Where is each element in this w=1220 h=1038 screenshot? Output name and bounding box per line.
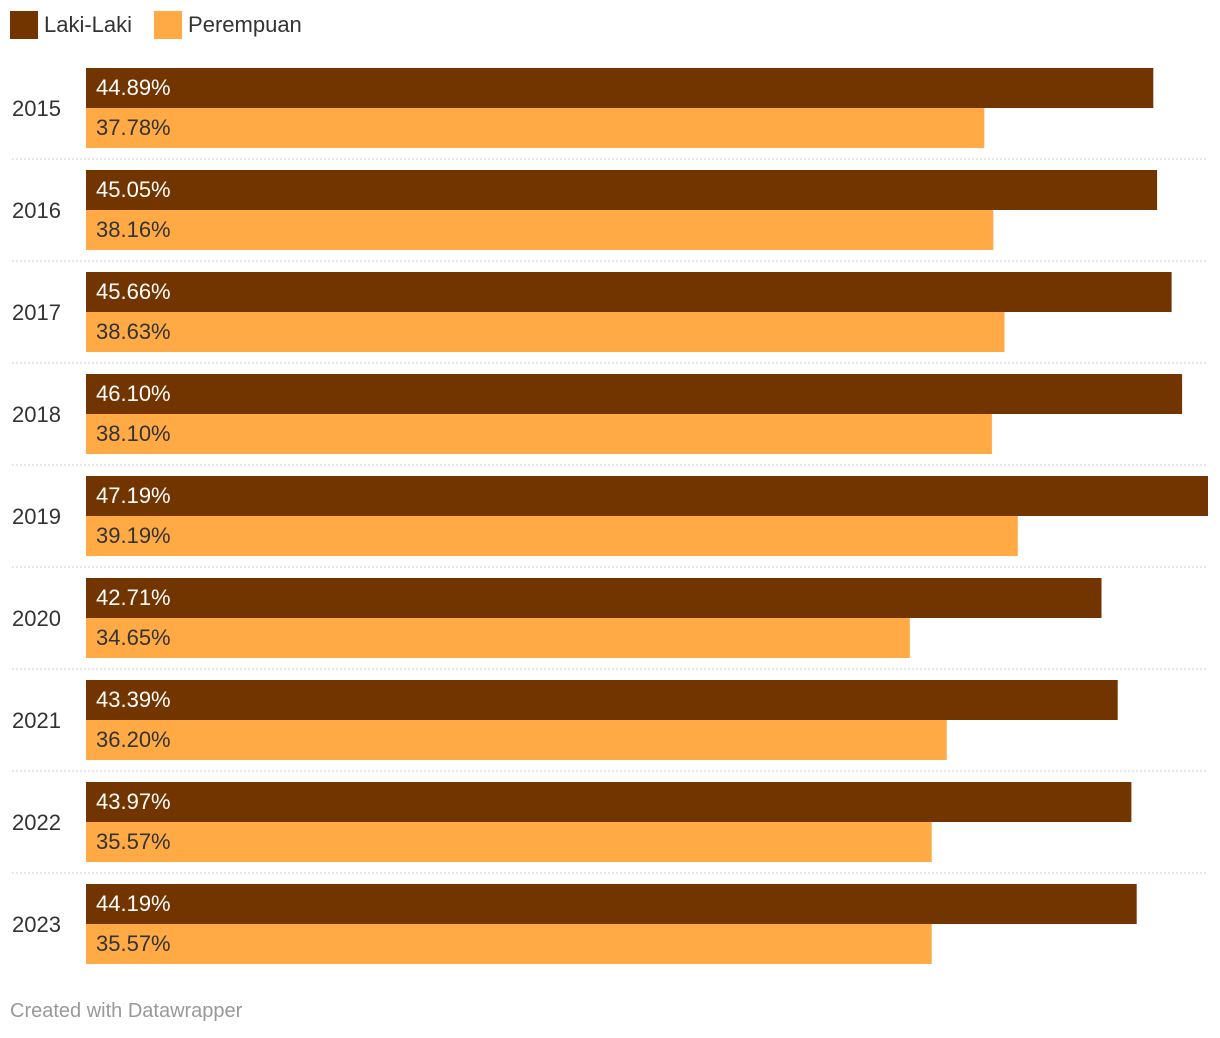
bar-perempuan-2021 [86, 720, 947, 760]
category-group-2015: 2015 44.89% 37.78% [12, 68, 1154, 148]
year-label-2018: 2018 [12, 402, 61, 427]
bar-laki-laki-2021 [86, 680, 1118, 720]
year-label-2019: 2019 [12, 504, 61, 529]
bar-laki-laki-2023 [86, 884, 1137, 924]
bar-label-perempuan-2019: 39.19% [96, 523, 171, 548]
bar-perempuan-2018 [86, 414, 992, 454]
bar-laki-laki-2018 [86, 374, 1183, 414]
bar-perempuan-2015 [86, 108, 985, 148]
category-group-2021: 2021 43.39% 36.20% [12, 680, 1118, 760]
category-group-2023: 2023 44.19% 35.57% [12, 884, 1137, 964]
bar-perempuan-2016 [86, 210, 994, 250]
bar-label-perempuan-2015: 37.78% [96, 115, 171, 140]
bar-laki-laki-2019 [86, 476, 1208, 516]
category-group-2020: 2020 42.71% 34.65% [12, 578, 1102, 658]
bar-label-perempuan-2022: 35.57% [96, 829, 171, 854]
bar-label-laki-laki-2019: 47.19% [96, 483, 171, 508]
year-label-2015: 2015 [12, 96, 61, 121]
bar-perempuan-2023 [86, 924, 932, 964]
footer-credit: Created with Datawrapper [10, 1000, 243, 1022]
bar-label-perempuan-2016: 38.16% [96, 217, 171, 242]
year-label-2017: 2017 [12, 300, 61, 325]
legend-swatch-laki-laki [10, 11, 38, 39]
bar-laki-laki-2016 [86, 170, 1158, 210]
bar-label-perempuan-2023: 35.57% [96, 931, 171, 956]
category-group-2016: 2016 45.05% 38.16% [12, 170, 1158, 250]
bar-label-laki-laki-2022: 43.97% [96, 789, 171, 814]
bar-perempuan-2022 [86, 822, 932, 862]
bar-perempuan-2020 [86, 618, 910, 658]
bar-label-perempuan-2021: 36.20% [96, 727, 171, 752]
bar-label-laki-laki-2020: 42.71% [96, 585, 171, 610]
legend-item-laki-laki: Laki-Laki [10, 11, 132, 39]
bar-label-laki-laki-2016: 45.05% [96, 177, 171, 202]
bar-label-perempuan-2020: 34.65% [96, 625, 171, 650]
bar-label-laki-laki-2018: 46.10% [96, 381, 171, 406]
category-group-2017: 2017 45.66% 38.63% [12, 272, 1172, 352]
category-group-2019: 2019 47.19% 39.19% [12, 476, 1208, 556]
year-label-2023: 2023 [12, 912, 61, 937]
legend-label-laki-laki: Laki-Laki [44, 12, 133, 37]
bar-laki-laki-2015 [86, 68, 1154, 108]
bar-label-perempuan-2017: 38.63% [96, 319, 171, 344]
bar-label-laki-laki-2021: 43.39% [96, 687, 171, 712]
bar-laki-laki-2022 [86, 782, 1132, 822]
bar-laki-laki-2017 [86, 272, 1172, 312]
legend-item-perempuan: Perempuan [154, 11, 302, 39]
category-group-2022: 2022 43.97% 35.57% [12, 782, 1132, 862]
legend-swatch-perempuan [154, 11, 183, 39]
bar-laki-laki-2020 [86, 578, 1102, 618]
category-group-2018: 2018 46.10% 38.10% [12, 374, 1183, 454]
bar-label-laki-laki-2023: 44.19% [96, 891, 171, 916]
year-label-2022: 2022 [12, 810, 61, 835]
bar-label-laki-laki-2017: 45.66% [96, 279, 171, 304]
bar-perempuan-2017 [86, 312, 1005, 352]
bar-label-laki-laki-2015: 44.89% [96, 75, 171, 100]
year-label-2021: 2021 [12, 708, 61, 733]
legend-label-perempuan: Perempuan [188, 12, 302, 37]
year-label-2016: 2016 [12, 198, 61, 223]
bar-chart: 2015 44.89% 37.78% 2016 45.05% 38.16% 2017 45.6… [12, 68, 1208, 964]
year-label-2020: 2020 [12, 606, 61, 631]
bar-label-perempuan-2018: 38.10% [96, 421, 171, 446]
bar-perempuan-2019 [86, 516, 1018, 556]
legend: Laki-Laki Perempuan [10, 10, 324, 40]
